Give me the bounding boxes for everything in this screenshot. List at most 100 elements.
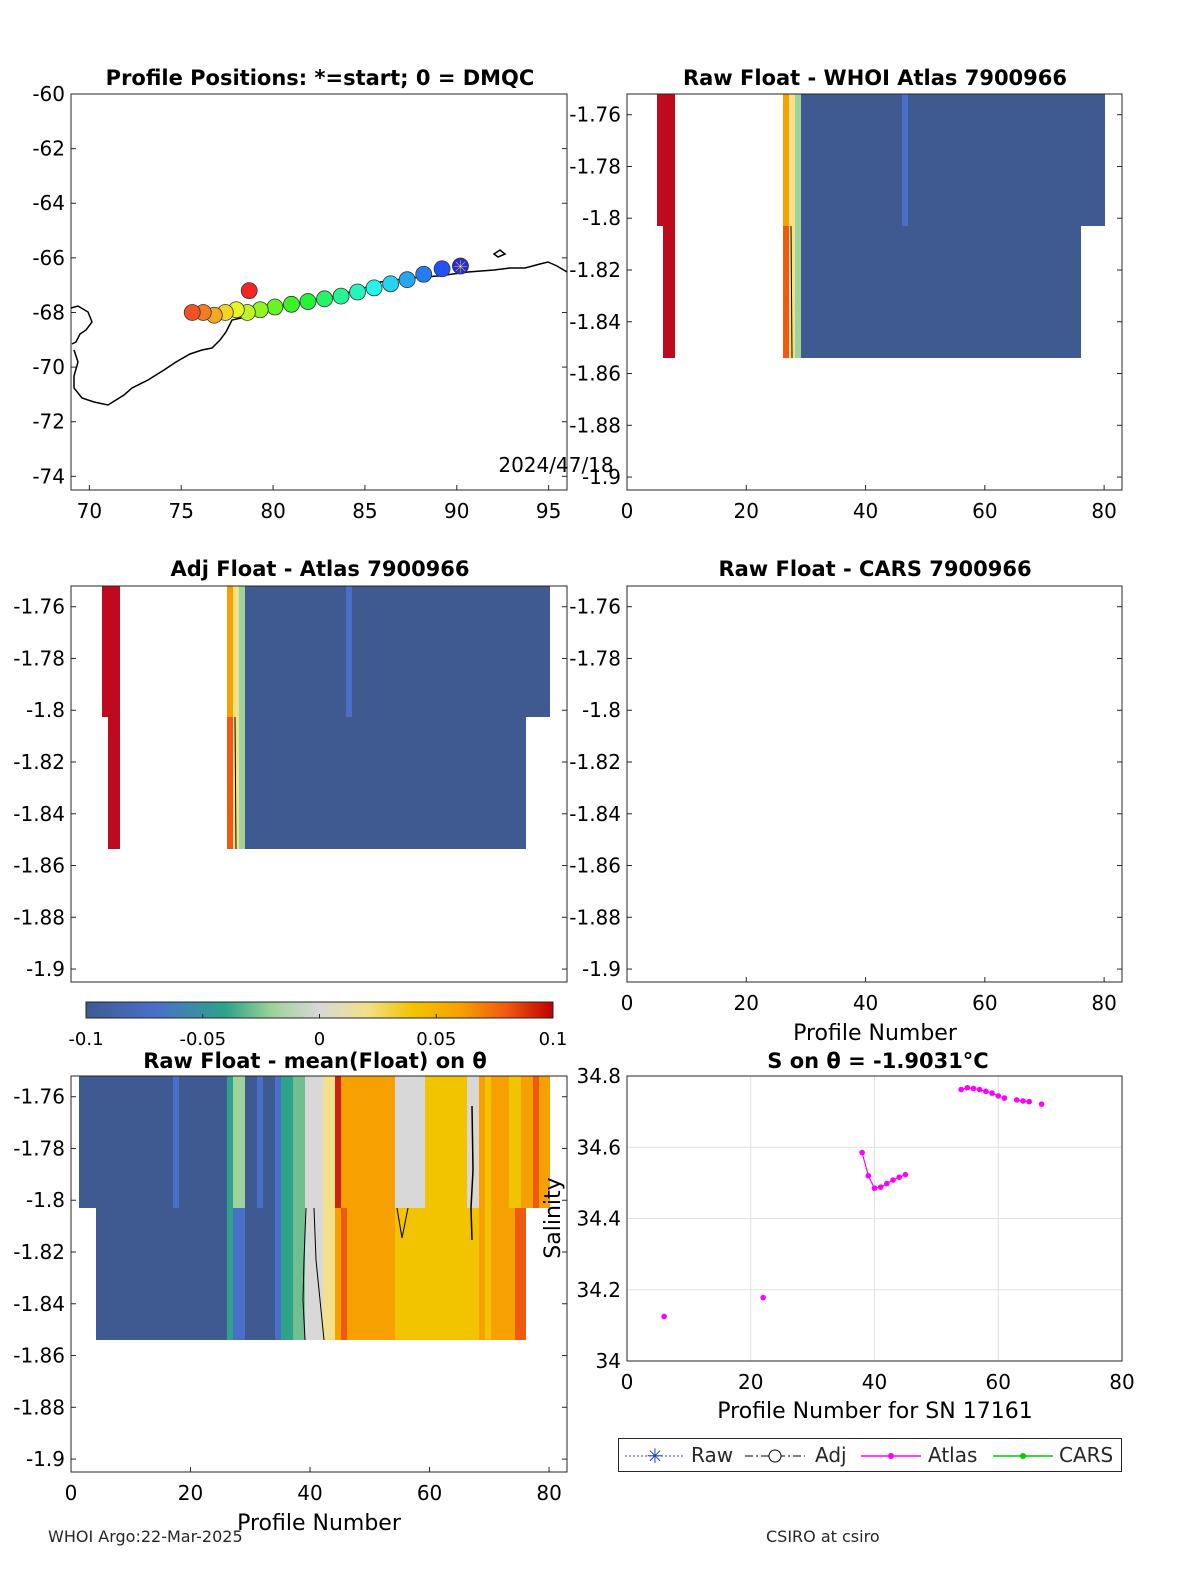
atlas-point [902, 1171, 909, 1178]
legend-atlas-marker [888, 1453, 894, 1459]
heat-cell [245, 717, 526, 849]
heat-cell [227, 586, 233, 717]
legend-markers: ✳ [625, 1444, 1053, 1468]
salinity-title: S on θ = -1.9031°C [767, 1049, 988, 1073]
x-tick-label: 0 [621, 1370, 634, 1394]
heat-cell [335, 1076, 341, 1208]
raw-whoi-heatmap [657, 94, 1105, 359]
y-tick-label: -1.86 [569, 854, 621, 878]
salinity-panel: S on θ = -1.9031°C 0 20 40 60 80 34 34.2 34.4 34… [541, 1049, 1135, 1424]
contour-line [302, 1207, 307, 1341]
track-point [183, 304, 201, 321]
raw-mean-x-ticks: 0 20 40 60 80 [65, 1467, 562, 1505]
heat-cell [783, 94, 789, 226]
y-tick-label: -1.76 [569, 595, 621, 619]
contour-line [234, 716, 237, 850]
heat-cell [108, 586, 120, 849]
map-axes-box [70, 93, 568, 491]
x-tick-label: 20 [178, 1481, 203, 1505]
heat-cell [789, 94, 795, 358]
atlas-point [760, 1294, 766, 1301]
atlas-point [1014, 1097, 1020, 1103]
contour-line [313, 1207, 325, 1341]
x-tick-label: 60 [972, 991, 997, 1015]
y-tick-label: -1.82 [569, 258, 621, 282]
x-tick-label: 20 [734, 499, 759, 523]
y-tick-label: -1.86 [13, 1344, 65, 1368]
y-tick-label: -1.84 [569, 802, 621, 826]
track-point [283, 295, 300, 313]
atlas-point [896, 1174, 903, 1180]
heat-cell [485, 1076, 491, 1340]
x-tick-label: 0 [65, 1481, 78, 1505]
track-point [365, 279, 383, 297]
heat-cell [346, 586, 352, 717]
adj-atlas-panel: Adj Float - Atlas 7900966 -1.76 -1.78 -1.8… [13, 557, 568, 983]
heat-cell [96, 1208, 227, 1340]
atlas-point [964, 1084, 971, 1091]
heat-cell [227, 1076, 233, 1340]
x-tick-label: 20 [734, 991, 759, 1015]
raw-mean-axes-box [70, 1075, 568, 1473]
legend-adj-marker [768, 1449, 782, 1463]
legend: ✳ Raw Adj Atlas CARS [618, 1438, 1122, 1472]
raw-mean-y-ticks: -1.76 -1.78 -1.8 -1.82 -1.84 -1.86 -1.88 -1.9 [13, 1085, 567, 1471]
y-tick-label: -1.76 [569, 103, 621, 127]
heat-cell [395, 1208, 425, 1340]
contour-line [470, 1105, 474, 1241]
heat-cell [509, 1076, 521, 1208]
heat-cell [293, 1076, 305, 1340]
contour-line [790, 225, 793, 359]
atlas-point [661, 1313, 667, 1320]
track-point [299, 293, 317, 310]
heat-cell [275, 1076, 281, 1340]
atlas-point [1026, 1098, 1032, 1105]
map-x-ticks: 70 75 80 85 90 95 [77, 485, 561, 523]
track-start-marker: ✳ [453, 257, 468, 278]
raw-cars-y-ticks: -1.76 -1.78 -1.8 -1.82 -1.84 -1.86 -1.88 -1.9 [569, 595, 1122, 981]
y-tick-label: -1.9 [582, 957, 621, 981]
raw-whoi-title: Raw Float - WHOI Atlas 7900966 [683, 66, 1067, 90]
track-point [398, 271, 416, 289]
y-tick-label: -1.76 [13, 595, 65, 619]
track-point [382, 275, 400, 293]
map-date-label: 2024/47/18 [498, 453, 613, 477]
contour-line [396, 1207, 409, 1239]
raw-whoi-axes-box [626, 93, 1123, 491]
x-tick-label: 40 [853, 499, 878, 523]
raw-cars-title: Raw Float - CARS 7900966 [718, 557, 1031, 581]
float-track: ✳ [183, 257, 469, 324]
heat-cell [233, 586, 239, 849]
map-title: Profile Positions: *=start; 0 = DMQC [106, 66, 535, 90]
heat-cell [801, 94, 1105, 226]
colorbar-tick-label: -0.05 [179, 1029, 226, 1050]
track-point [452, 257, 469, 275]
heat-cell [341, 1076, 395, 1340]
x-tick-label: 60 [972, 499, 997, 523]
map-panel: Profile Positions: *=start; 0 = DMQC 70 7… [32, 66, 613, 523]
legend-raw-label: Raw [691, 1443, 734, 1467]
coastline [70, 249, 568, 406]
heat-cell [233, 1076, 245, 1208]
atlas-point [989, 1090, 995, 1096]
atlas-point [983, 1088, 989, 1095]
heat-cell [663, 94, 675, 358]
adj-atlas-axes-box [70, 585, 568, 983]
y-tick-label: -1.82 [13, 750, 65, 774]
x-tick-label: 40 [297, 1481, 322, 1505]
heat-cell [239, 586, 245, 849]
y-tick-label: -1.82 [569, 750, 621, 774]
legend-atlas-label: Atlas [928, 1443, 978, 1467]
footer-left: WHOI Argo:22-Mar-2025 [48, 1527, 243, 1546]
x-tick-label: 90 [444, 499, 469, 523]
colorbar: -0.1 -0.05 0 0.05 0.1 [68, 1001, 567, 1050]
y-tick-label: -64 [32, 191, 65, 215]
colorbar-tick-label: 0 [314, 1029, 325, 1050]
salinity-xlabel: Profile Number for SN 17161 [717, 1399, 1032, 1424]
y-tick-label: -1.84 [13, 1292, 65, 1316]
track-point [415, 265, 433, 283]
x-tick-label: 60 [417, 1481, 442, 1505]
atlas-point [1038, 1101, 1045, 1107]
raw-mean-heatmap [79, 1076, 550, 1341]
